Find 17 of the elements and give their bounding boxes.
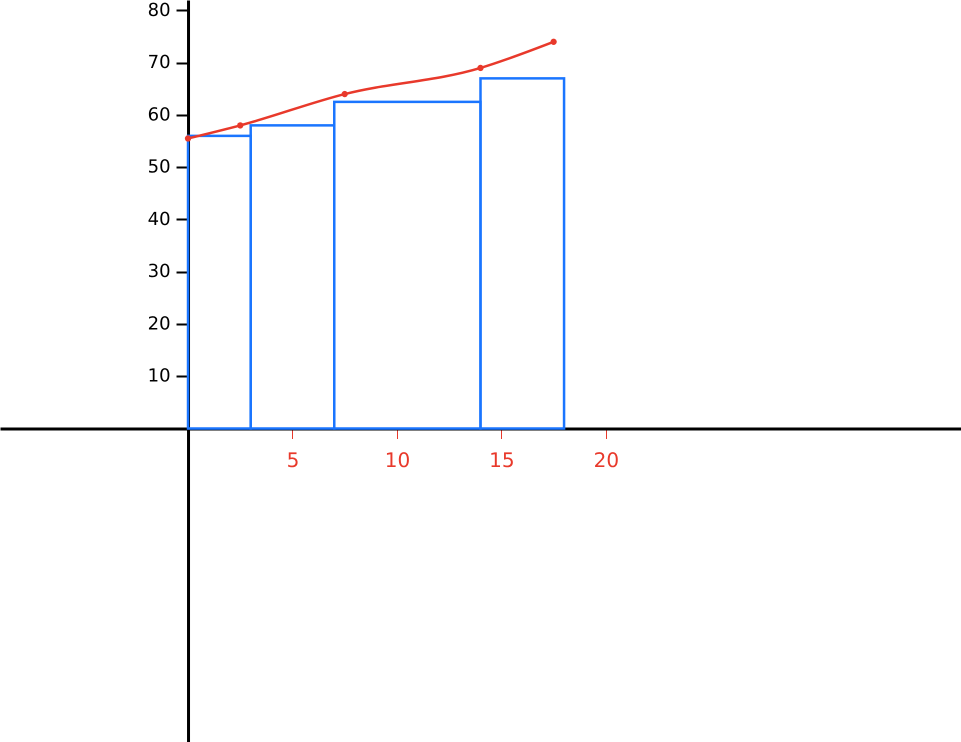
x-tick-label: 10 xyxy=(384,448,410,472)
y-tick-label: 60 xyxy=(148,104,171,126)
y-tick-label: 10 xyxy=(148,366,171,387)
x-tick-label: 20 xyxy=(594,448,620,472)
point xyxy=(477,64,484,72)
y-tick-label: 40 xyxy=(148,208,171,230)
y-tick-label: 70 xyxy=(148,52,171,74)
point xyxy=(342,90,348,98)
point xyxy=(550,38,557,45)
y-tick-label: 80 xyxy=(148,0,171,21)
point xyxy=(237,122,244,129)
x-tick-label: 5 xyxy=(286,448,300,472)
y-tick-label: 20 xyxy=(148,313,171,334)
x-tick-label: 15 xyxy=(489,448,515,472)
y-tick-label: 50 xyxy=(148,156,171,178)
y-tick-label: 30 xyxy=(148,261,171,282)
point xyxy=(184,135,192,142)
